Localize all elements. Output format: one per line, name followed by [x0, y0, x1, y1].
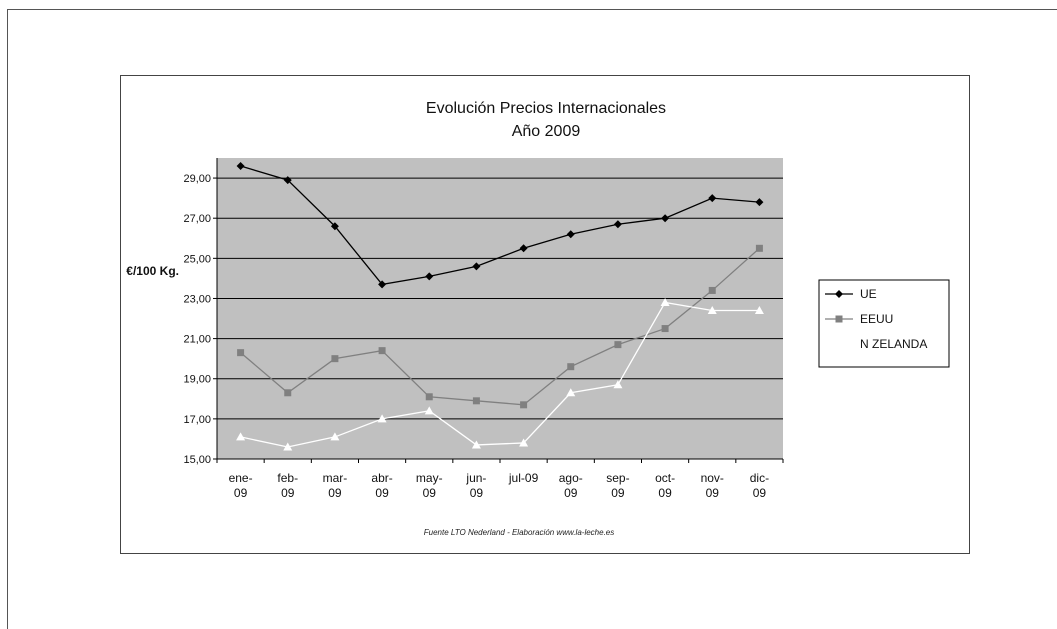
data-point-ue — [755, 198, 764, 207]
y-tick-label: 25,00 — [183, 253, 211, 265]
series-line-eeuu — [240, 247, 760, 406]
x-tick-label: ene-09 — [229, 471, 253, 500]
data-point-ue — [378, 280, 387, 289]
y-tick-label: 17,00 — [183, 414, 211, 426]
x-tick-label: oct-09 — [655, 471, 675, 500]
legend-marker-ue — [835, 290, 843, 298]
legend: UE EEUU N ZELANDA — [818, 279, 950, 368]
x-tick-label: dic-09 — [750, 471, 769, 500]
legend-label-eeuu: EEUU — [860, 312, 893, 326]
data-point-eeuu — [520, 401, 528, 409]
data-point-ue — [613, 220, 622, 229]
data-point-n-zelanda — [566, 388, 576, 397]
legend-label-n-zelanda: N ZELANDA — [860, 337, 927, 351]
chart-container: Evolución Precios Internacionales Año 20… — [120, 75, 970, 554]
series-line-ue — [240, 165, 760, 286]
y-tick-label: 27,00 — [183, 213, 211, 225]
data-point-ue — [425, 272, 434, 281]
y-tick-label: 23,00 — [183, 293, 211, 305]
y-tick-label: 21,00 — [183, 334, 211, 346]
data-point-ue — [472, 262, 481, 271]
legend-marker-n-zelanda — [834, 339, 844, 348]
data-point-eeuu — [472, 397, 480, 405]
data-point-ue — [330, 222, 339, 231]
data-point-eeuu — [708, 286, 716, 294]
data-point-ue — [566, 230, 575, 239]
y-tick-label: 19,00 — [183, 374, 211, 386]
data-point-ue — [236, 162, 245, 171]
x-tick-label: nov-09 — [701, 471, 724, 500]
x-tick-label: feb-09 — [277, 471, 298, 500]
y-tick-label: 15,00 — [183, 454, 211, 466]
data-point-n-zelanda — [330, 432, 340, 441]
x-tick-label: jun-09 — [465, 471, 486, 500]
data-point-n-zelanda — [471, 440, 481, 449]
page-frame — [7, 9, 1057, 629]
x-tick-label: abr-09 — [371, 471, 392, 500]
data-point-n-zelanda — [377, 414, 387, 423]
plot-area: 15,00 17,00 19,00 21,00 23,00 25,00 27,00 29,00… — [183, 158, 784, 500]
x-tick-label: mar-09 — [323, 471, 348, 500]
data-point-eeuu — [331, 355, 339, 363]
y-axis-label: €/100 Kg. — [126, 264, 179, 278]
data-point-eeuu — [237, 349, 245, 357]
data-point-n-zelanda — [660, 297, 670, 306]
data-point-ue — [708, 194, 717, 203]
data-point-eeuu — [378, 347, 386, 355]
line-chart: Evolución Precios Internacionales Año 20… — [126, 100, 950, 537]
data-point-n-zelanda — [236, 432, 246, 441]
data-point-n-zelanda — [519, 438, 529, 447]
data-point-eeuu — [755, 244, 763, 252]
data-point-ue — [519, 244, 528, 253]
x-tick-label: jul-09 — [508, 471, 539, 485]
x-tick-label: ago-09 — [559, 471, 583, 500]
data-point-eeuu — [614, 341, 622, 349]
data-point-n-zelanda — [754, 306, 764, 315]
data-point-n-zelanda — [424, 406, 434, 415]
data-point-eeuu — [567, 363, 575, 371]
series-line-n-zelanda — [240, 301, 760, 448]
source-note: Fuente LTO Nederland - Elaboración www.l… — [424, 528, 614, 537]
data-point-n-zelanda — [283, 442, 293, 451]
data-point-eeuu — [661, 325, 669, 333]
data-point-n-zelanda — [707, 306, 717, 315]
chart-subtitle: Año 2009 — [512, 123, 581, 140]
x-tick-label: sep-09 — [606, 471, 629, 500]
y-tick-label: 29,00 — [183, 173, 211, 185]
chart-title: Evolución Precios Internacionales — [426, 100, 666, 117]
data-point-ue — [661, 214, 670, 223]
data-point-eeuu — [425, 393, 433, 401]
x-tick-label: may-09 — [416, 471, 443, 500]
data-point-n-zelanda — [613, 380, 623, 389]
legend-label-ue: UE — [860, 287, 877, 301]
data-point-eeuu — [284, 389, 292, 397]
data-point-ue — [283, 176, 292, 185]
legend-marker-eeuu — [835, 315, 843, 323]
